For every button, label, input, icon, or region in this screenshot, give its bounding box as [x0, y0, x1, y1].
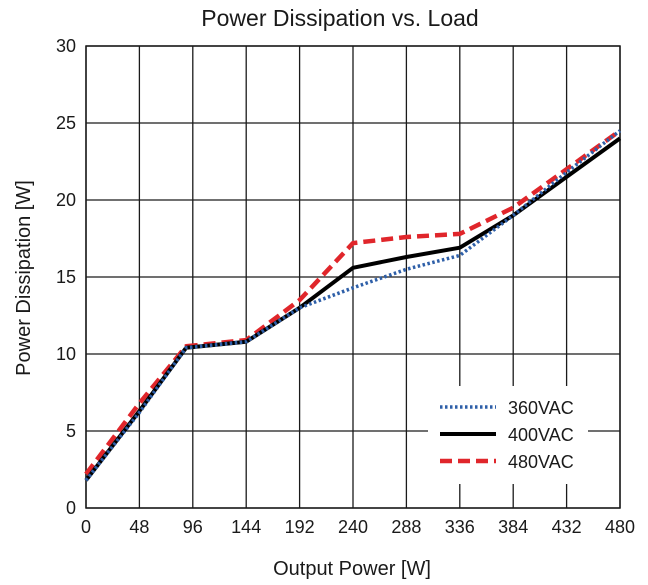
legend: 360VAC 400VAC 480VAC: [428, 386, 588, 484]
y-axis-label: Power Dissipation [W]: [13, 180, 35, 376]
x-tick-label: 48: [129, 517, 149, 537]
x-tick-label: 432: [552, 517, 582, 537]
tick-labels: 0 48 96 144 192 240 288 336 384 432 480 0 5 10 15 20 25 3…: [56, 36, 635, 537]
legend-label: 360VAC: [508, 398, 574, 418]
series-line-480VAC: [84, 128, 622, 476]
x-tick-label: 480: [605, 517, 635, 537]
plot-frame: [85, 45, 621, 509]
chart-title: Power Dissipation vs. Load: [201, 5, 478, 31]
y-tick-label: 5: [66, 421, 76, 441]
y-tick-label: 15: [56, 267, 76, 287]
x-tick-label: 96: [183, 517, 203, 537]
x-tick-label: 192: [285, 517, 315, 537]
y-tick-label: 0: [66, 498, 76, 518]
x-tick-label: 144: [231, 517, 261, 537]
y-tick-label: 20: [56, 190, 76, 210]
legend-label: 480VAC: [508, 452, 574, 472]
x-tick-label: 240: [338, 517, 368, 537]
y-tick-label: 10: [56, 344, 76, 364]
x-tick-label: 336: [445, 517, 475, 537]
x-tick-label: 0: [81, 517, 91, 537]
x-tick-label: 288: [391, 517, 421, 537]
series-lines: [84, 128, 622, 482]
series-line-360VAC: [84, 129, 622, 482]
x-axis-label: Output Power [W]: [273, 558, 431, 580]
y-tick-label: 25: [56, 113, 76, 133]
x-tick-label: 384: [498, 517, 528, 537]
y-tick-label: 30: [56, 36, 76, 56]
legend-label: 400VAC: [508, 425, 574, 445]
